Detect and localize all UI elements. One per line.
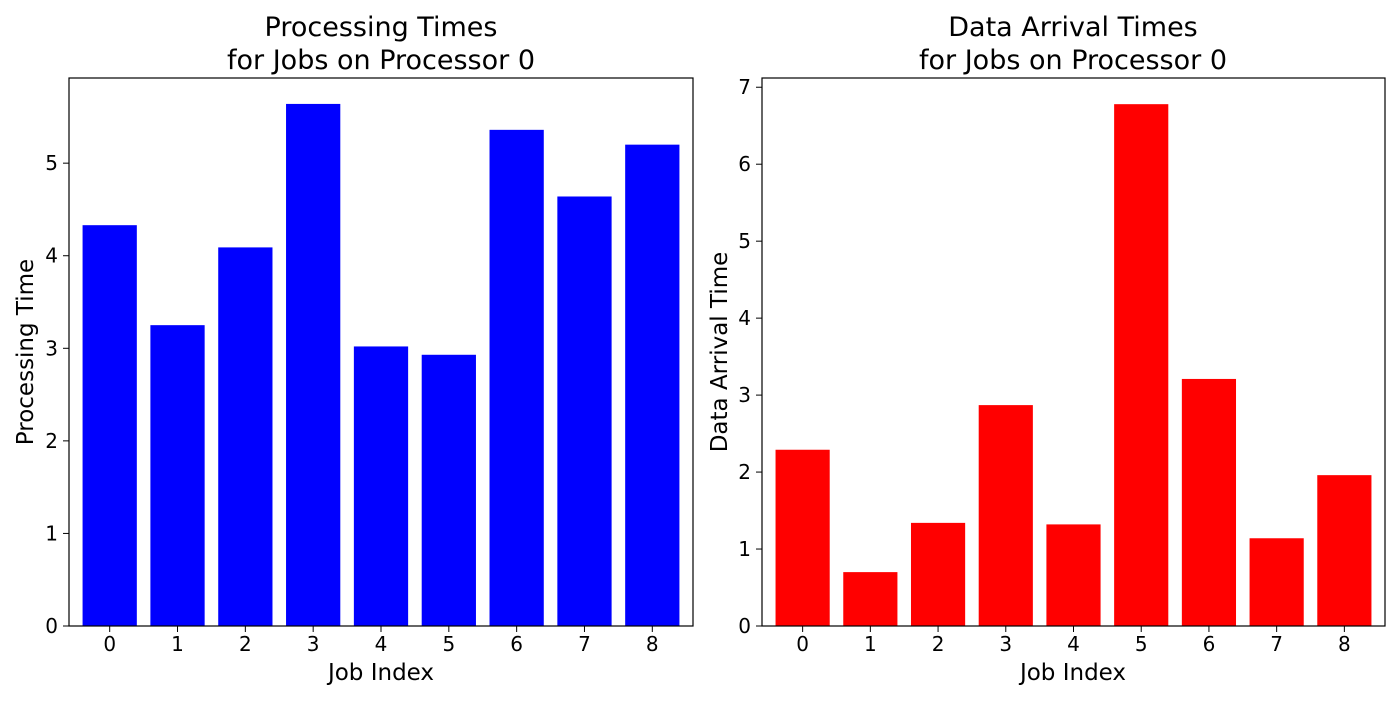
y-tick-label: 5	[738, 229, 751, 253]
bar-1	[843, 572, 898, 626]
y-tick-label: 0	[45, 614, 58, 638]
bar-8	[1317, 475, 1372, 626]
x-tick-label: 4	[375, 632, 388, 656]
y-tick-label: 6	[738, 152, 751, 176]
y-axis-label: Processing Time	[13, 259, 39, 445]
x-tick-label: 1	[864, 632, 877, 656]
y-tick-label: 3	[45, 336, 58, 360]
y-tick-label: 1	[45, 521, 58, 545]
x-tick-label: 2	[932, 632, 945, 656]
y-tick-label: 1	[738, 537, 751, 561]
x-tick-label: 5	[1135, 632, 1148, 656]
x-tick-label: 4	[1067, 632, 1080, 656]
y-tick-label: 2	[45, 429, 58, 453]
bar-8	[625, 144, 680, 626]
x-tick-label: 2	[239, 632, 252, 656]
x-tick-label: 6	[1203, 632, 1216, 656]
y-tick-label: 2	[738, 460, 751, 484]
x-tick-label: 0	[796, 632, 809, 656]
bar-6	[489, 129, 544, 626]
y-axis-label: Data Arrival Time	[707, 252, 733, 453]
bar-3	[286, 103, 341, 627]
x-axis-label: Job Index	[1018, 660, 1126, 686]
data-arrival-times-chart: Data Arrival Times for Jobs on Processor…	[707, 12, 1386, 686]
y-tick-label: 4	[738, 306, 751, 330]
y-tick-label: 4	[45, 244, 58, 268]
processing-times-chart: Processing Times for Jobs on Processor 0…	[13, 12, 694, 686]
chart-title-line-2: for Jobs on Processor 0	[919, 45, 1227, 76]
bar-5	[421, 354, 476, 626]
bar-4	[353, 346, 409, 626]
bar-7	[557, 196, 612, 627]
bar-6	[1181, 378, 1237, 626]
x-tick-label: 3	[999, 632, 1012, 656]
y-tick-label: 0	[738, 614, 751, 638]
bar-4	[1046, 524, 1101, 626]
bar-7	[1249, 538, 1304, 626]
x-tick-label: 0	[103, 632, 116, 656]
bar-2	[910, 522, 966, 626]
x-tick-label: 8	[1338, 632, 1351, 656]
bar-0	[82, 225, 137, 626]
x-tick-label: 7	[1270, 632, 1283, 656]
x-tick-label: 8	[646, 632, 659, 656]
bar-1	[150, 325, 205, 626]
chart-title-line-1: Processing Times	[265, 12, 498, 43]
bar-3	[978, 405, 1033, 626]
chart-title-line-1: Data Arrival Times	[948, 12, 1198, 43]
y-tick-label: 5	[45, 151, 58, 175]
bar-0	[775, 449, 830, 626]
x-tick-label: 1	[171, 632, 184, 656]
y-tick-label: 7	[738, 75, 751, 99]
x-tick-label: 3	[307, 632, 320, 656]
x-tick-label: 5	[442, 632, 455, 656]
x-axis-label: Job Index	[326, 660, 434, 686]
x-tick-label: 6	[510, 632, 523, 656]
y-tick-label: 3	[738, 383, 751, 407]
x-tick-label: 7	[578, 632, 591, 656]
bar-2	[218, 247, 273, 626]
chart-title-line-2: for Jobs on Processor 0	[227, 45, 535, 76]
bar-5	[1114, 104, 1169, 627]
